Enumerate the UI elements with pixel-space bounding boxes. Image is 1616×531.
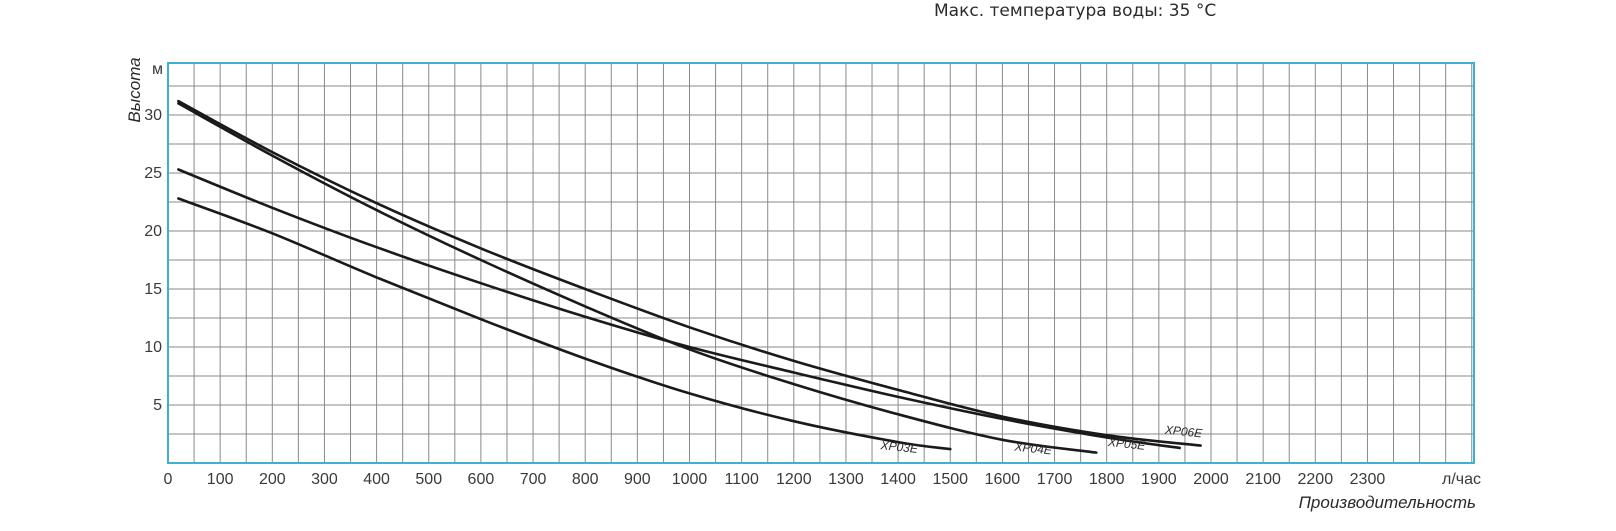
series-label-xp03e: XP03E	[879, 438, 920, 456]
grid-lines	[167, 63, 1474, 464]
series-line-xp05e	[177, 168, 1181, 450]
y-tick-label: 10	[144, 339, 162, 356]
y-tick-label: 15	[144, 281, 162, 298]
x-tick-label: 1100	[724, 471, 759, 488]
series-line-xp06e	[177, 99, 1202, 447]
x-tick-label: 0	[164, 471, 173, 488]
x-tick-label: 1500	[932, 471, 968, 488]
x-tick-label: 1000	[672, 471, 708, 488]
x-axis-title: Производительность	[1299, 493, 1476, 512]
x-tick-label: 1200	[776, 471, 812, 488]
x-tick-label: 2100	[1245, 471, 1281, 488]
y-axis-unit: м	[152, 61, 163, 78]
x-tick-label: 2200	[1298, 471, 1334, 488]
series-lines	[177, 99, 1202, 454]
series-line-xp03e	[177, 197, 952, 451]
y-tick-label: 5	[153, 397, 162, 414]
series-line-xp04e	[177, 102, 1098, 454]
x-tick-label: 400	[363, 471, 390, 488]
x-tick-label: 800	[572, 471, 599, 488]
x-tick-label: 600	[468, 471, 495, 488]
series-label-xp06e: XP06E	[1163, 423, 1204, 441]
series-label-xp04e: XP04E	[1013, 440, 1054, 458]
y-tick-labels: 5 10 15 20 25 30	[144, 107, 162, 414]
x-tick-labels: 0 100 200 300 400 500 600 700 800 900 1000 1100 1200…	[164, 471, 1386, 488]
x-tick-label: 900	[624, 471, 651, 488]
x-tick-label: 500	[415, 471, 442, 488]
x-tick-label: 1600	[985, 471, 1021, 488]
x-tick-label: 2000	[1193, 471, 1229, 488]
x-tick-label: 200	[259, 471, 286, 488]
x-tick-label: 1700	[1037, 471, 1073, 488]
x-tick-label: 300	[311, 471, 338, 488]
series-label-xp05e: XP05E	[1106, 435, 1147, 453]
x-axis-unit: л/час	[1442, 471, 1481, 488]
y-tick-label: 30	[144, 107, 162, 124]
x-tick-label: 2300	[1350, 471, 1386, 488]
plot-frame	[167, 62, 1475, 464]
x-tick-label: 100	[207, 471, 234, 488]
x-tick-label: 1400	[880, 471, 916, 488]
max-water-temperature-note: Макс. температура воды: 35 °C	[934, 1, 1217, 21]
series-labels: XP03E XP04E XP05E XP06E	[879, 423, 1204, 458]
x-tick-label: 1900	[1141, 471, 1177, 488]
x-tick-label: 700	[520, 471, 547, 488]
x-tick-label: 1800	[1089, 471, 1125, 488]
x-tick-label: 1300	[828, 471, 864, 488]
y-tick-label: 25	[144, 165, 162, 182]
y-axis-title: Высота	[125, 57, 144, 122]
y-tick-label: 20	[144, 223, 162, 240]
